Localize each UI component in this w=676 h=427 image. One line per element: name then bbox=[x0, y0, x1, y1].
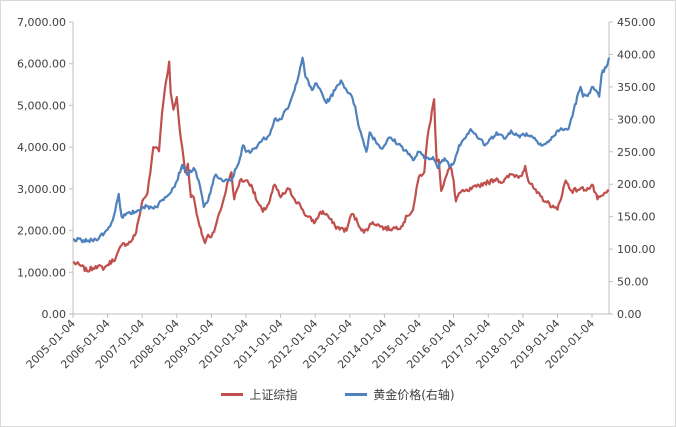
legend: 上证综指 黄金价格(右轴) bbox=[0, 386, 676, 406]
legend-swatch-shanghai bbox=[221, 393, 244, 396]
left-tick-label: 5,000.00 bbox=[17, 99, 66, 112]
legend-swatch-gold bbox=[345, 393, 368, 396]
right-tick-label: 300.00 bbox=[617, 113, 656, 126]
left-tick-label: 6,000.00 bbox=[17, 58, 66, 71]
legend-item-gold: 黄金价格(右轴) bbox=[345, 386, 455, 403]
left-y-axis: 0.00 1,000.00 2,000.00 3,000.00 4,000.00 5,00… bbox=[17, 16, 74, 321]
series-line-gold bbox=[72, 56, 611, 244]
series-layer bbox=[72, 56, 611, 273]
legend-item-shanghai: 上证综指 bbox=[221, 386, 297, 403]
right-tick-label: 150.00 bbox=[617, 211, 656, 224]
left-tick-label: 0.00 bbox=[42, 308, 67, 321]
right-tick-label: 200.00 bbox=[617, 178, 656, 191]
right-tick-label: 350.00 bbox=[617, 81, 656, 94]
line-chart: 0.00 1,000.00 2,000.00 3,000.00 4,000.00 5,00… bbox=[17, 16, 656, 371]
left-tick-label: 4,000.00 bbox=[17, 141, 66, 154]
legend-label-gold: 黄金价格(右轴) bbox=[373, 388, 455, 402]
right-tick-label: 250.00 bbox=[617, 146, 656, 159]
right-tick-label: 50.00 bbox=[617, 276, 649, 289]
x-axis: 2005-01-042006-01-042007-01-042008-01-04… bbox=[24, 313, 609, 371]
right-y-axis: 0.00 50.00 100.00 150.00 200.00 250.00 300.00 3… bbox=[608, 16, 656, 321]
series-line-shanghai bbox=[72, 60, 610, 273]
right-tick-label: 400.00 bbox=[617, 48, 656, 61]
left-tick-label: 3,000.00 bbox=[17, 183, 66, 196]
right-tick-label: 0.00 bbox=[617, 308, 642, 321]
right-tick-label: 100.00 bbox=[617, 243, 656, 256]
right-tick-label: 450.00 bbox=[617, 16, 656, 29]
left-tick-label: 1,000.00 bbox=[17, 266, 66, 279]
left-tick-label: 2,000.00 bbox=[17, 225, 66, 238]
legend-label-shanghai: 上证综指 bbox=[249, 388, 298, 402]
left-tick-label: 7,000.00 bbox=[17, 16, 66, 29]
